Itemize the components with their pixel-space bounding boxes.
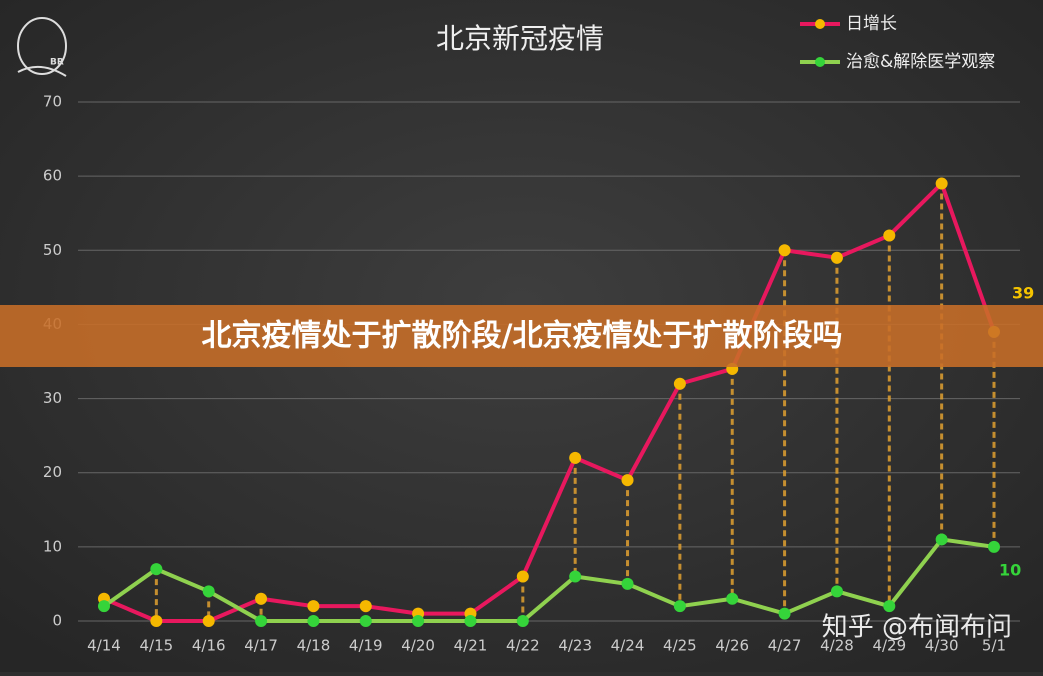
data-point: [726, 592, 739, 605]
data-point: [150, 563, 163, 576]
x-tick-label: 4/18: [297, 637, 331, 655]
data-point: [621, 577, 634, 590]
x-tick-label: 4/27: [768, 637, 802, 655]
data-point: [569, 451, 582, 464]
x-tick-label: 4/23: [558, 637, 592, 655]
data-point: [935, 177, 948, 190]
x-tick-label: 4/20: [401, 637, 435, 655]
y-tick-label: 60: [43, 167, 62, 185]
logo: BR: [17, 17, 67, 77]
data-point: [202, 615, 215, 627]
x-tick-label: 4/29: [872, 637, 906, 655]
x-tick-label: 4/24: [611, 637, 645, 655]
data-point: [883, 600, 896, 613]
x-tick-label: 5/1: [982, 637, 1006, 655]
y-tick-label: 10: [43, 537, 62, 555]
data-point: [150, 615, 163, 627]
data-point: [516, 615, 529, 627]
legend-label: 日增长: [846, 14, 897, 34]
data-point: [516, 570, 529, 583]
data-point: [988, 540, 1000, 553]
y-tick-label: 20: [43, 463, 62, 481]
data-point: [778, 607, 791, 620]
data-point: [935, 533, 948, 546]
x-tick-label: 4/21: [454, 637, 488, 655]
data-point: [359, 615, 372, 627]
data-point: [673, 377, 686, 390]
banner: [0, 305, 1043, 367]
data-point: [830, 251, 843, 264]
x-tick-label: 4/19: [349, 637, 383, 655]
data-point: [307, 600, 320, 613]
watermark: 知乎 @布闻布问: [822, 613, 1012, 643]
series-line: [102, 537, 995, 623]
data-label: 39: [1012, 283, 1034, 302]
data-point: [673, 600, 686, 613]
banner-text: 北京疫情处于扩散阶段/北京疫情处于扩散阶段吗: [202, 319, 843, 354]
y-tick-label: 70: [43, 93, 62, 111]
y-tick-label: 50: [43, 241, 62, 259]
chart-title: 北京新冠疫情: [436, 22, 604, 55]
data-point: [98, 600, 110, 613]
data-point: [307, 615, 320, 627]
data-point: [412, 615, 425, 627]
x-tick-label: 4/17: [244, 637, 278, 655]
x-tick-label: 4/28: [820, 637, 854, 655]
data-point: [255, 592, 268, 605]
y-tick-label: 0: [52, 612, 62, 630]
series-line: [103, 181, 996, 623]
legend-marker: [815, 19, 825, 29]
x-tick-label: 4/16: [192, 637, 226, 655]
data-point: [569, 570, 582, 583]
data-point: [202, 585, 215, 598]
data-point: [621, 474, 634, 487]
data-label: 10: [999, 560, 1021, 579]
data-point: [464, 615, 477, 627]
x-tick-label: 4/26: [715, 637, 749, 655]
logo-text: BR: [50, 58, 64, 68]
x-tick-label: 4/22: [506, 637, 540, 655]
data-point: [778, 244, 791, 257]
x-tick-label: 4/15: [140, 637, 174, 655]
x-tick-label: 4/25: [663, 637, 697, 655]
legend-label: 治愈&解除医学观察: [846, 52, 995, 72]
x-tick-label: 4/30: [925, 637, 959, 655]
y-tick-label: 30: [43, 389, 62, 407]
x-tick-label: 4/14: [87, 637, 121, 655]
data-point: [255, 615, 268, 627]
data-point: [359, 600, 372, 613]
data-point: [883, 229, 896, 242]
data-point: [830, 585, 843, 598]
legend-marker: [815, 57, 825, 67]
